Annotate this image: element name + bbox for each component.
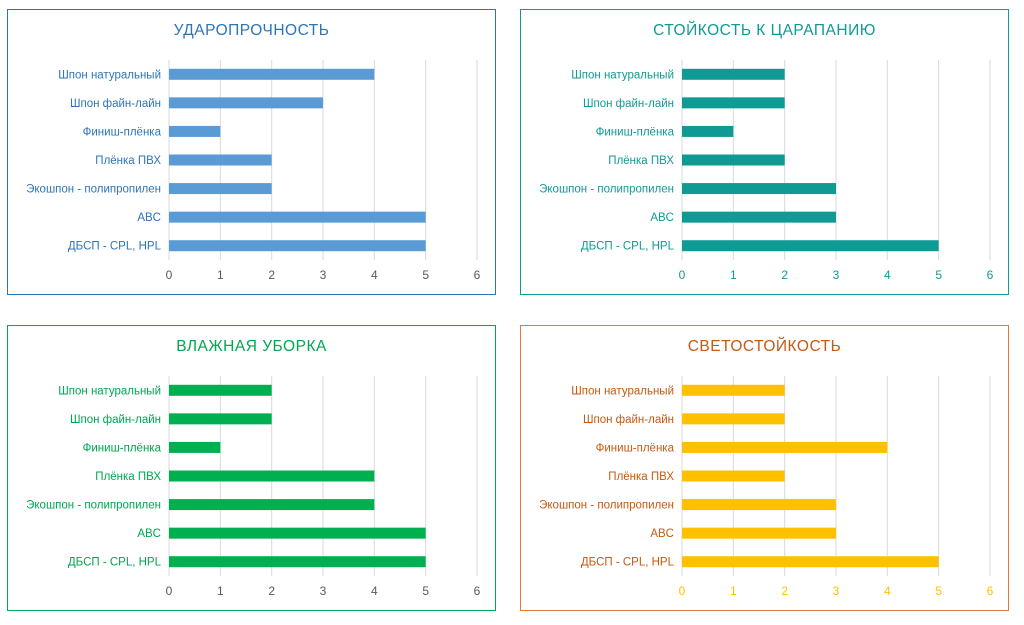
bar-chart-wet-cleaning: 0 1 2 3 4 5 6 Шпон натуральный Шпон файн-лайн Фин…	[26, 376, 481, 598]
category-label: Плёнка ПВХ	[95, 155, 161, 167]
bar	[169, 211, 426, 223]
bar	[682, 125, 734, 137]
x-tick-label: 4	[884, 584, 891, 598]
x-tick-label: 5	[935, 584, 942, 598]
bar	[169, 470, 375, 482]
category-label: Шпон файн-лайн	[70, 98, 161, 110]
chart-title: ВЛАЖНАЯ УБОРКА	[176, 338, 327, 355]
x-tick-label: 0	[679, 268, 686, 282]
x-tick-label: 6	[474, 268, 481, 282]
bar	[682, 68, 785, 80]
x-tick-label: 3	[320, 584, 327, 598]
category-label: Финиш-плёнка	[83, 442, 162, 454]
bar	[682, 470, 785, 482]
x-tick-label: 3	[833, 268, 840, 282]
bar	[169, 413, 272, 425]
x-tick-label: 1	[217, 268, 224, 282]
category-label: Плёнка ПВХ	[608, 471, 674, 483]
category-label: Шпон натуральный	[571, 69, 674, 81]
x-tick-label: 1	[730, 584, 737, 598]
bar	[682, 211, 836, 223]
x-tick-label: 2	[781, 584, 788, 598]
category-label: Экошпон - полипропилен	[26, 500, 161, 512]
category-label: Шпон натуральный	[58, 385, 161, 397]
bar	[169, 183, 272, 195]
bar	[682, 154, 785, 166]
category-label: Плёнка ПВХ	[95, 471, 161, 483]
x-tick-label: 4	[884, 268, 891, 282]
bar	[169, 154, 272, 166]
bar	[682, 240, 939, 252]
x-tick-label: 2	[268, 268, 275, 282]
category-label: ДБСП - CPL, HPL	[581, 557, 675, 569]
bar	[169, 499, 375, 511]
x-tick-label: 0	[679, 584, 686, 598]
bar	[682, 384, 785, 396]
bar	[682, 183, 836, 195]
bar	[169, 527, 426, 539]
x-tick-label: 2	[781, 268, 788, 282]
x-tick-label: 3	[320, 268, 327, 282]
chart-title: УДАРОПРОЧНОСТЬ	[173, 22, 330, 39]
category-label: ABC	[650, 528, 674, 540]
category-label: ABC	[137, 212, 161, 224]
bar-chart-light-fastness: 0 1 2 3 4 5 6 Шпон натуральный Шпон файн-лайн Фин…	[539, 376, 994, 598]
bar	[169, 97, 323, 109]
chart-panel-impact-resistance: УДАРОПРОЧНОСТЬ 0 1 2 3 4 5 6 Шпон натуральный Шп…	[7, 9, 496, 295]
bar-chart-scratch-resistance: 0 1 2 3 4 5 6 Шпон натуральный Шпон файн-лайн Фин…	[539, 60, 994, 282]
bar	[169, 125, 221, 137]
category-label: ДБСП - CPL, HPL	[581, 241, 675, 253]
x-tick-label: 5	[422, 268, 429, 282]
x-tick-label: 6	[987, 268, 994, 282]
category-label: Экошпон - полипропилен	[539, 500, 674, 512]
category-label: Шпон натуральный	[58, 69, 161, 81]
bar	[682, 527, 836, 539]
category-label: Финиш-плёнка	[596, 126, 675, 138]
x-tick-label: 6	[474, 584, 481, 598]
category-label: Экошпон - полипропилен	[539, 184, 674, 196]
chart-panel-wet-cleaning: ВЛАЖНАЯ УБОРКА 0 1 2 3 4 5 6 Шпон натуральный Шп…	[7, 325, 496, 611]
chart-title: СТОЙКОСТЬ К ЦАРАПАНИЮ	[653, 22, 876, 39]
x-tick-label: 5	[422, 584, 429, 598]
bar	[169, 384, 272, 396]
x-tick-label: 4	[371, 268, 378, 282]
category-label: Шпон натуральный	[571, 385, 674, 397]
x-tick-label: 1	[730, 268, 737, 282]
bar	[169, 556, 426, 568]
bar	[682, 441, 888, 453]
category-label: Финиш-плёнка	[83, 126, 162, 138]
category-label: ABC	[137, 528, 161, 540]
category-label: Шпон файн-лайн	[70, 414, 161, 426]
bar	[682, 97, 785, 109]
category-label: Финиш-плёнка	[596, 442, 675, 454]
x-tick-label: 0	[166, 268, 173, 282]
x-tick-label: 5	[935, 268, 942, 282]
bar	[169, 441, 221, 453]
bar	[682, 413, 785, 425]
x-tick-label: 4	[371, 584, 378, 598]
x-tick-label: 3	[833, 584, 840, 598]
category-label: ДБСП - CPL, HPL	[68, 241, 162, 253]
category-label: ABC	[650, 212, 674, 224]
x-tick-label: 0	[166, 584, 173, 598]
x-tick-label: 6	[987, 584, 994, 598]
bar	[169, 240, 426, 252]
bar-chart-impact-resistance: 0 1 2 3 4 5 6 Шпон натуральный Шпон файн-лайн Фин…	[26, 60, 481, 282]
bar	[682, 556, 939, 568]
category-label: Шпон файн-лайн	[583, 414, 674, 426]
x-tick-label: 1	[217, 584, 224, 598]
category-label: Шпон файн-лайн	[583, 98, 674, 110]
chart-title: СВЕТОСТОЙКОСТЬ	[687, 338, 842, 355]
category-label: Экошпон - полипропилен	[26, 184, 161, 196]
bar	[169, 68, 375, 80]
chart-panel-light-fastness: СВЕТОСТОЙКОСТЬ 0 1 2 3 4 5 6 Шпон натуральный Шп…	[520, 325, 1009, 611]
chart-panel-scratch-resistance: СТОЙКОСТЬ К ЦАРАПАНИЮ 0 1 2 3 4 5 6 Шпон натура…	[520, 9, 1009, 295]
category-label: ДБСП - CPL, HPL	[68, 557, 162, 569]
category-label: Плёнка ПВХ	[608, 155, 674, 167]
x-tick-label: 2	[268, 584, 275, 598]
bar	[682, 499, 836, 511]
